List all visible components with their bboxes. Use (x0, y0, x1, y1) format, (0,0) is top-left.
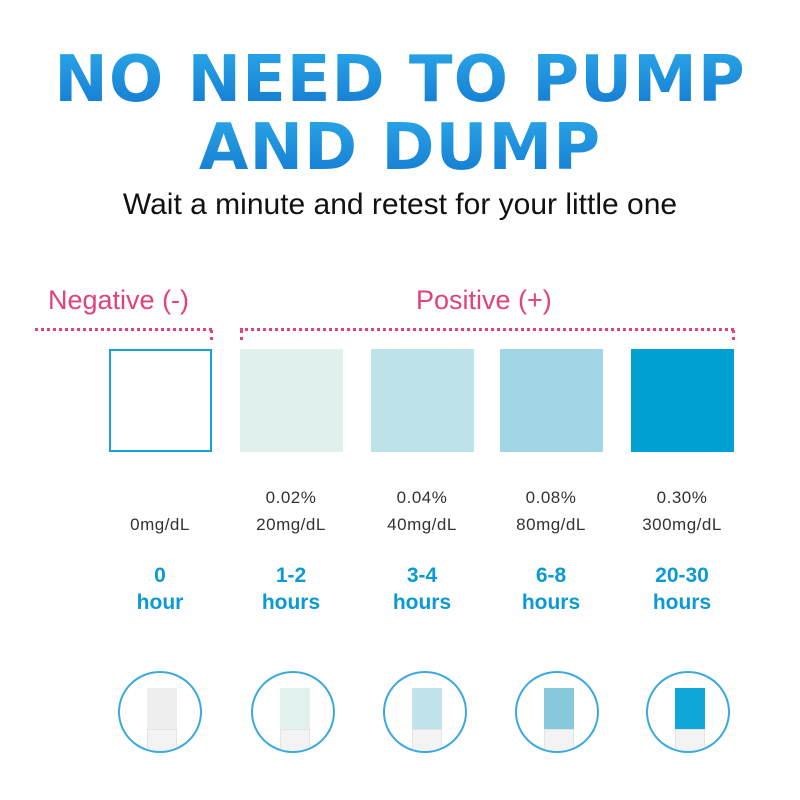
percent-label: 0.30% (656, 488, 708, 507)
concentration-label: 40mg/dL (387, 515, 457, 534)
test-strip-pad (280, 688, 310, 730)
time-value: 3-4 (406, 564, 438, 587)
time-unit: hours (261, 591, 321, 614)
time-label: 1-2 hours (226, 562, 356, 616)
color-swatch (109, 349, 212, 452)
test-strip-circle (646, 671, 730, 753)
subtitle: Wait a minute and retest for your little… (122, 188, 678, 221)
time-unit: hours (392, 591, 452, 614)
time-value: 1-2 (275, 564, 307, 587)
time-value: 6-8 (535, 564, 567, 587)
positive-bracket (240, 328, 734, 331)
test-strip-base (675, 729, 705, 751)
test-strip-circle (251, 671, 335, 753)
concentration-label: 0mg/dL (130, 515, 190, 534)
concentration-label: 300mg/dL (642, 515, 722, 534)
time-label: 3-4 hours (357, 562, 487, 616)
positive-label: Positive (+) (416, 285, 552, 315)
test-strip-base (147, 729, 177, 751)
test-strip-pad (412, 688, 442, 730)
time-unit: hour (136, 591, 184, 614)
time-unit: hours (521, 591, 581, 614)
test-strip-circle (383, 671, 467, 753)
color-swatch (371, 349, 474, 452)
test-strip-pad (147, 688, 177, 730)
concentration-label: 80mg/dL (516, 515, 586, 534)
test-strip-base (280, 729, 310, 751)
negative-bracket (35, 328, 212, 331)
positive-bracket-start (240, 330, 243, 340)
color-swatch (500, 349, 603, 452)
time-label: 6-8 hours (486, 562, 616, 616)
test-strip-base (412, 729, 442, 751)
test-strip-circle (515, 671, 599, 753)
negative-bracket-end (210, 330, 213, 340)
concentration-label: 20mg/dL (256, 515, 326, 534)
percent-label: 0.02% (265, 488, 317, 507)
headline-line-1: NO NEED TO PUMP (0, 44, 800, 116)
time-unit: hours (652, 591, 712, 614)
headline-line-2: AND DUMP (0, 112, 800, 184)
percent-label: 0.04% (396, 488, 448, 507)
test-strip-circle (118, 671, 202, 753)
time-value: 0 (154, 564, 166, 587)
percent-label: 0.08% (525, 488, 577, 507)
positive-bracket-end (732, 330, 735, 340)
test-strip-base (544, 729, 574, 751)
test-strip-pad (544, 688, 574, 730)
negative-label: Negative (-) (48, 285, 190, 315)
time-label: 0 hour (95, 562, 225, 616)
color-swatch (631, 349, 734, 452)
time-label: 20-30 hours (617, 562, 747, 616)
time-value: 20-30 (655, 564, 709, 587)
test-strip-pad (675, 688, 705, 730)
color-swatch (240, 349, 343, 452)
